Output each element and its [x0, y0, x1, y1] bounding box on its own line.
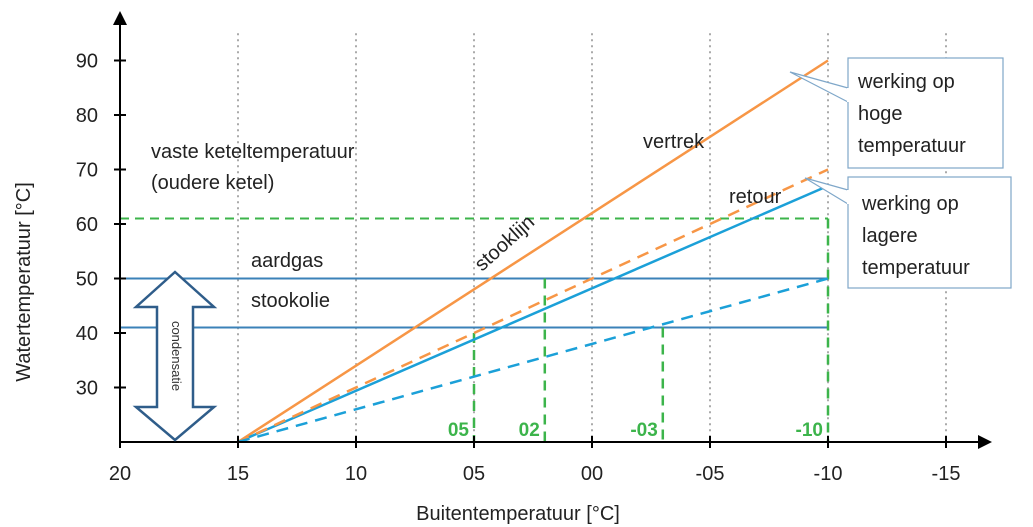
x-tick-label: 15: [227, 463, 249, 485]
marker-label-3: -10: [796, 420, 823, 441]
callout-low-line2: lagere: [862, 225, 918, 247]
y-tick-label: 90: [76, 51, 98, 73]
annotation-vaste-keteltemperatuur: vaste keteltemperatuur: [151, 141, 355, 163]
x-tick-label: 00: [581, 463, 603, 485]
y-tick-label: 50: [76, 269, 98, 291]
annotation-retour: retour: [729, 186, 782, 208]
callout-high-line2: hoge: [858, 103, 903, 125]
marker-label-1: 02: [519, 420, 540, 441]
y-tick-label: 40: [76, 323, 98, 345]
vertical-marker-lines: [472, 218, 830, 442]
callout-high-box: [847, 57, 1004, 169]
axes: [113, 11, 992, 449]
callout-low-line3: temperatuur: [862, 257, 970, 279]
annotation-stookolie: stookolie: [251, 290, 330, 312]
y-tick-label: 70: [76, 160, 98, 182]
y-tick-label: 30: [76, 378, 98, 400]
callout-low-box: [847, 176, 1012, 289]
y-tick-label: 80: [76, 105, 98, 127]
callout-low: werking op lagere temperatuur: [804, 176, 1012, 289]
callout-high-line3: temperatuur: [858, 135, 966, 157]
x-tick-label: 20: [109, 463, 131, 485]
x-tick-label: -05: [696, 463, 725, 485]
condensatie-arrow: [132, 270, 218, 442]
marker-label-2: -03: [630, 420, 657, 441]
callout-high: werking op hoge temperatuur: [789, 57, 1004, 169]
marker-label-0: 05: [448, 420, 470, 441]
series-line-0: [237, 59, 829, 444]
x-tick-label: -15: [932, 463, 961, 485]
x-tick-label: 05: [463, 463, 485, 485]
tick-labels: 20 15 10 05 00 -05 -10 -15 30 40 50 60 70 80 90: [76, 51, 961, 486]
series-line-3: [237, 277, 829, 444]
series-lines: [237, 59, 829, 444]
annotation-stooklijn: stooklijn: [471, 211, 539, 276]
annotation-vertrek: vertrek: [643, 131, 705, 153]
annotation-aardgas: aardgas: [251, 250, 323, 272]
callout-low-pointer: [804, 177, 849, 205]
condensatie-label: condensatie: [169, 321, 184, 391]
x-tick-label: -10: [814, 463, 843, 485]
marker-labels: 05 02 -03 -10: [448, 420, 823, 441]
x-tick-label: 10: [345, 463, 367, 485]
annotation-oudere-ketel: (oudere ketel): [151, 172, 274, 194]
y-axis-title: Watertemperatuur [°C]: [13, 182, 35, 382]
callout-low-line1: werking op: [861, 193, 959, 215]
callout-high-pointer: [789, 71, 849, 103]
y-tick-label: 60: [76, 214, 98, 236]
x-axis-title: Buitentemperatuur [°C]: [416, 503, 620, 525]
horizontal-reference-lines: [120, 217, 828, 329]
series-line-2: [237, 168, 829, 444]
series-line-1: [237, 184, 829, 444]
callout-high-line1: werking op: [857, 71, 955, 93]
